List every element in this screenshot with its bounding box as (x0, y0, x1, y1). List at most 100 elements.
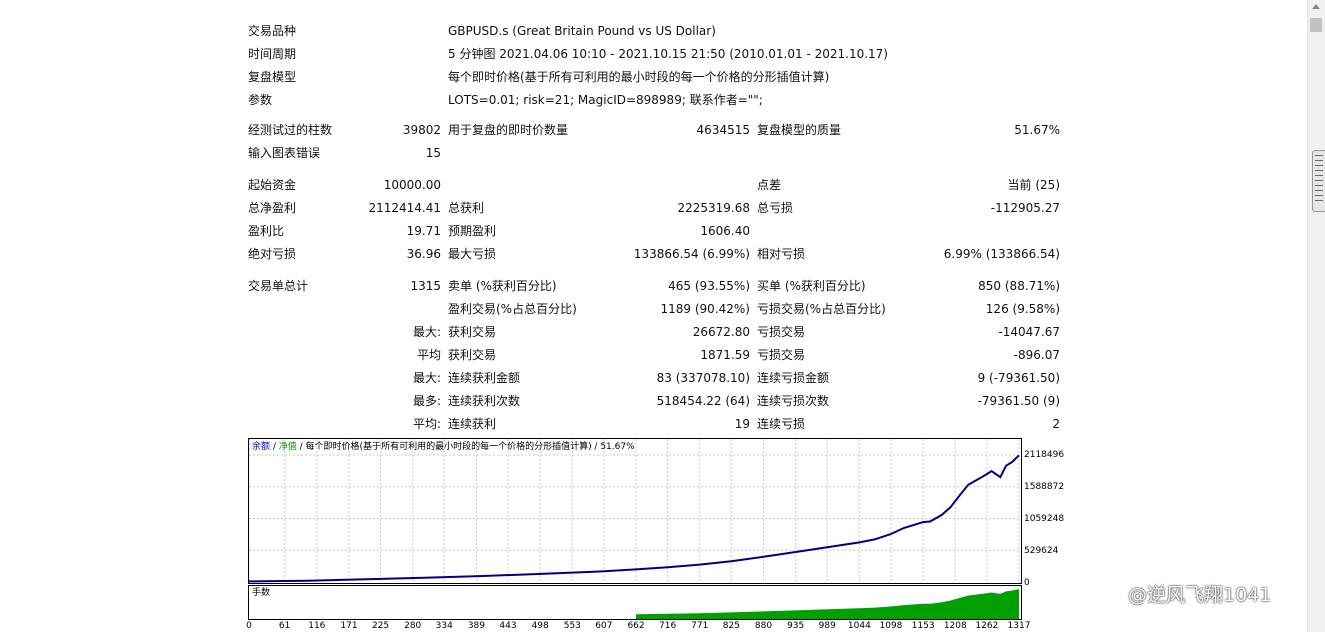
stat-label-deposit: 起始资金 (248, 178, 297, 192)
chart-legend: 余额 / 净值 / 每个即时价格(基于所有可利用的最小时段的每一个价格的分形插值… (252, 442, 635, 452)
stat-label-errors: 输入图表错误 (248, 146, 321, 160)
balance-chart: 余额 / 净值 / 每个即时价格(基于所有可利用的最小时段的每一个价格的分形插值… (248, 438, 1022, 584)
x-tick-label: 1153 (911, 621, 935, 631)
stat-label-maximal-consec-loss: 连续亏损次数 (757, 394, 830, 408)
x-tick-label: 771 (691, 621, 709, 631)
stat-value-maximal-consec-loss: -79361.50 (9) (977, 394, 1060, 408)
x-tick-label: 389 (467, 621, 486, 631)
stat-value-max-consec-losses: 9 (-79361.50) (977, 371, 1060, 385)
x-tick-label: 1098 (879, 621, 903, 631)
stat-label-short: 卖单 (%获利百分比) (448, 279, 557, 293)
x-tick-label: 1208 (943, 621, 967, 631)
x-tick-label: 935 (787, 621, 805, 631)
scroll-thumb[interactable] (1310, 18, 1322, 32)
stat-label-avg-consec-losses: 连续亏损 (757, 417, 806, 431)
info-label-model: 复盘模型 (248, 70, 297, 84)
x-tick-label: 280 (404, 621, 422, 631)
stat-label-largest-profit: 获利交易 (448, 325, 497, 339)
x-tick-label: 662 (627, 621, 645, 631)
stat-value-deposit: 10000.00 (383, 178, 441, 192)
info-value-params: LOTS=0.01; risk=21; MagicID=898989; 联系作者… (448, 93, 763, 107)
stat-value-average-loss: -896.07 (1013, 348, 1060, 362)
info-value-model: 每个即时价格(基于所有可利用的最小时段的每一个价格的分形插值计算) (448, 70, 830, 84)
stat-value-abs-dd: 36.96 (406, 247, 441, 261)
side-panel-handle[interactable] (1312, 150, 1325, 212)
x-tick-label: 0 (246, 621, 252, 631)
stat-value-spread: 当前 (25) (1007, 178, 1060, 192)
stat-value-max-dd: 133866.54 (6.99%) (633, 247, 750, 261)
x-tick-label: 225 (371, 621, 390, 631)
stat-label-expected: 预期盈利 (448, 224, 497, 238)
x-tick-label: 1317 (1007, 621, 1031, 631)
scroll-up-arrow-icon[interactable] (1312, 4, 1320, 9)
stat-value-expected: 1606.40 (700, 224, 750, 238)
stat-value-quality: 51.67% (1014, 123, 1060, 137)
stat-label-average: 平均 (416, 348, 441, 362)
stat-label-spread: 点差 (757, 178, 782, 192)
stat-value-gross-loss: -112905.27 (990, 201, 1060, 215)
x-tick-label: 553 (563, 621, 581, 631)
y-tick-label: 2118496 (1024, 450, 1065, 460)
stat-value-max-consec-wins: 83 (337078.10) (656, 371, 750, 385)
stat-value-long: 850 (88.71%) (978, 279, 1060, 293)
stat-value-gross-profit: 2225319.68 (677, 201, 750, 215)
volume-label: 手数 (252, 588, 271, 598)
stat-value-average-profit: 1871.59 (700, 348, 750, 362)
x-tick-label: 716 (659, 621, 677, 631)
stat-label-gross-loss: 总亏损 (757, 201, 794, 215)
info-value-period: 5 分钟图 2021.04.06 10:10 - 2021.10.15 21:5… (448, 47, 888, 61)
stat-label-loss-trades: 亏损交易(%占总百分比) (757, 302, 886, 316)
info-value-symbol: GBPUSD.s (Great Britain Pound vs US Doll… (448, 24, 716, 38)
info-label-symbol: 交易品种 (248, 24, 297, 38)
stat-value-ticks: 4634515 (696, 123, 750, 137)
x-tick-label: 334 (435, 621, 453, 631)
stat-label-long: 买单 (%获利百分比) (757, 279, 866, 293)
y-tick-label: 1588872 (1024, 482, 1065, 492)
stat-label-avg-consec-wins: 连续获利 (448, 417, 497, 431)
x-tick-label: 443 (499, 621, 517, 631)
x-tick-label: 498 (531, 621, 549, 631)
stat-value-avg-consec-wins: 19 (734, 417, 750, 431)
stat-label-ticks: 用于复盘的即时价数量 (448, 123, 569, 137)
stat-value-net: 2112414.41 (368, 201, 441, 215)
x-tick-label: 1262 (975, 621, 999, 631)
volume-area (636, 589, 1019, 619)
volume-chart: 手数 (248, 585, 1022, 620)
x-tick-label: 61 (278, 621, 291, 631)
stat-label-abs-dd: 绝对亏损 (248, 247, 297, 261)
stat-value-largest-profit: 26672.80 (692, 325, 750, 339)
legend-equity: 净值 (278, 442, 297, 452)
x-tick-label: 825 (722, 621, 740, 631)
stat-label-average-loss: 亏损交易 (757, 348, 806, 362)
stat-label-pf: 盈利比 (248, 224, 285, 238)
watermark: @逆风飞翔1041 (1128, 584, 1272, 606)
stat-label-avg: 平均: (412, 417, 441, 431)
stat-label-rel-dd: 相对亏损 (757, 247, 806, 261)
stat-label-max: 最大: (412, 371, 441, 385)
stat-label-max-dd: 最大亏损 (448, 247, 497, 261)
x-tick-label: 880 (754, 621, 773, 631)
balance-line (249, 454, 1020, 583)
info-label-params: 参数 (248, 93, 273, 107)
stat-value-total-trades: 1315 (410, 279, 441, 293)
stat-value-largest-loss: -14047.67 (998, 325, 1060, 339)
x-tick-label: 116 (308, 621, 326, 631)
stat-label-average-profit: 获利交易 (448, 348, 497, 362)
info-label-period: 时间周期 (248, 47, 297, 61)
stat-value-bars: 39802 (402, 123, 441, 137)
legend-balance: 余额 (252, 442, 271, 452)
y-tick-label: 1059248 (1024, 514, 1065, 524)
stat-label-gross-profit: 总获利 (448, 201, 485, 215)
legend-separator: / (270, 442, 279, 452)
stat-label-maximal-consec-profit: 连续获利次数 (448, 394, 521, 408)
stat-label-bars: 经测试过的柱数 (248, 123, 333, 137)
x-tick-label: 989 (818, 621, 836, 631)
stat-value-errors: 15 (425, 146, 441, 160)
stat-label-largest: 最大: (412, 325, 441, 339)
stat-value-avg-consec-losses: 2 (1052, 417, 1060, 431)
stat-label-maximal: 最多: (412, 394, 441, 408)
stat-label-total-trades: 交易单总计 (248, 279, 309, 293)
vertical-scrollbar[interactable] (1307, 0, 1325, 632)
stat-value-profit-trades: 1189 (90.42%) (660, 302, 750, 316)
stat-label-profit-trades: 盈利交易(%占总百分比) (448, 302, 577, 316)
